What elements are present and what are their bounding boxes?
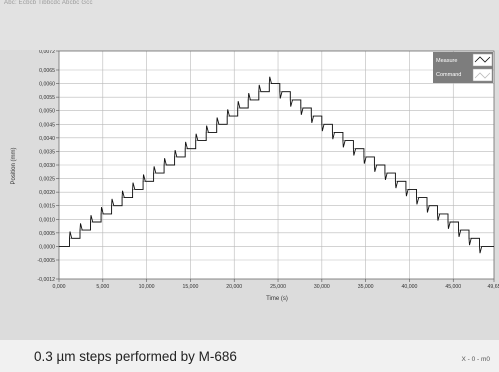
- y-tick-label: 0,0010: [39, 217, 55, 223]
- series-measure-line: [59, 76, 494, 254]
- y-tick-label: 0,0000: [39, 244, 55, 250]
- x-axis-ticks: 0,000 5,000 10,000 15,000 20,000 25,000 30,000…: [53, 279, 499, 290]
- x-tick-label: 35,000: [358, 284, 374, 290]
- y-axis-label: Position (mm): [11, 147, 17, 184]
- x-tick-label: 25,000: [270, 284, 286, 290]
- y-tick-label: 0,0055: [39, 95, 55, 101]
- y-tick-label: -0,0012: [37, 277, 55, 283]
- legend-label-command: Command: [436, 72, 461, 78]
- y-tick-label: 0,0045: [39, 122, 55, 128]
- legend-line-measure: [474, 56, 491, 63]
- y-tick-label: 0,0060: [39, 82, 55, 88]
- y-tick-label: 0,0020: [39, 190, 55, 196]
- window-header: Abc: Ecbcb Tibbcdc Abcbc Gcc: [0, 0, 499, 50]
- x-axis-label: Time (s): [266, 296, 288, 302]
- y-axis-ticks: 0,0072 0,0065 0,0060 0,0055 0,0050 0,0045 0,00…: [37, 49, 59, 283]
- header-text: Abc: Ecbcb Tibbcdc Abcbc Gcc: [4, 0, 93, 6]
- legend: Measure Command: [433, 52, 493, 83]
- grid: [58, 50, 495, 280]
- x-tick-label: 49,65: [488, 284, 499, 290]
- y-tick-label: 0,0035: [39, 149, 55, 155]
- y-tick-label: 0,0025: [39, 177, 55, 183]
- y-tick-label: 0,0005: [39, 231, 55, 237]
- y-tick-label: 0,0040: [39, 136, 55, 142]
- y-tick-label: 0,0015: [39, 204, 55, 210]
- x-tick-label: 45,000: [445, 284, 461, 290]
- x-tick-label: 0,000: [53, 284, 66, 290]
- y-tick-label: 0,0050: [39, 109, 55, 115]
- y-tick-label: 0,0030: [39, 163, 55, 169]
- x-tick-label: 30,000: [314, 284, 330, 290]
- chart-panel: 0,0072 0,0065 0,0060 0,0055 0,0050 0,0045 0,00…: [0, 49, 499, 340]
- x-tick-label: 40,000: [402, 284, 418, 290]
- y-tick-label: -0,0005: [37, 258, 55, 264]
- x-tick-label: 20,000: [226, 284, 242, 290]
- y-tick-label: 0,0065: [39, 68, 55, 74]
- series-group: [59, 76, 494, 254]
- x-tick-label: 5,000: [96, 284, 109, 290]
- x-tick-label: 10,000: [139, 284, 155, 290]
- corner-label: X - 0 - m0: [461, 356, 490, 363]
- y-tick-label: 0,0072: [39, 50, 55, 55]
- legend-label-measure: Measure: [436, 58, 457, 64]
- x-tick-label: 15,000: [182, 284, 198, 290]
- figure-caption: 0.3 µm steps performed by M-686: [34, 349, 237, 364]
- legend-line-command: [474, 72, 491, 79]
- position-chart: 0,0072 0,0065 0,0060 0,0055 0,0050 0,0045 0,00…: [11, 49, 499, 302]
